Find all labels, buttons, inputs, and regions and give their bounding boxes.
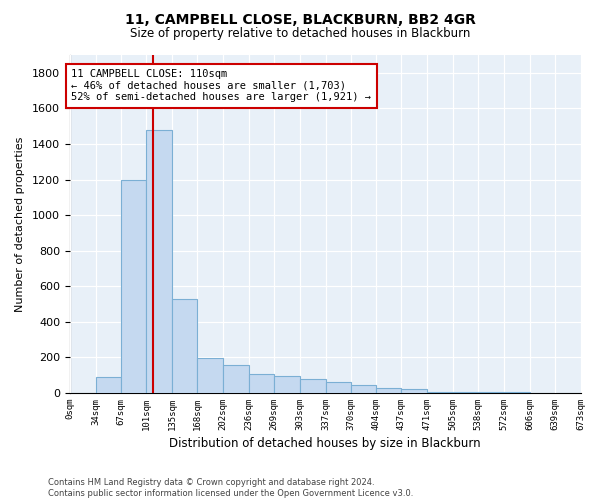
Bar	[146, 130, 172, 393]
Bar	[478, 392, 504, 393]
Text: Contains HM Land Registry data © Crown copyright and database right 2024.
Contai: Contains HM Land Registry data © Crown c…	[48, 478, 413, 498]
Bar	[197, 358, 223, 393]
Text: 11, CAMPBELL CLOSE, BLACKBURN, BB2 4GR: 11, CAMPBELL CLOSE, BLACKBURN, BB2 4GR	[125, 12, 475, 26]
Bar	[223, 366, 249, 393]
Bar	[453, 392, 478, 393]
Bar	[121, 180, 146, 393]
Bar	[274, 376, 300, 393]
Bar	[95, 377, 121, 393]
Bar	[350, 385, 376, 393]
X-axis label: Distribution of detached houses by size in Blackburn: Distribution of detached houses by size …	[169, 437, 481, 450]
Y-axis label: Number of detached properties: Number of detached properties	[15, 136, 25, 312]
Bar	[300, 378, 326, 393]
Bar	[326, 382, 350, 393]
Bar	[427, 392, 453, 393]
Text: Size of property relative to detached houses in Blackburn: Size of property relative to detached ho…	[130, 28, 470, 40]
Bar	[376, 388, 401, 393]
Bar	[401, 390, 427, 393]
Bar	[172, 298, 197, 393]
Bar	[504, 392, 530, 393]
Bar	[249, 374, 274, 393]
Text: 11 CAMPBELL CLOSE: 110sqm
← 46% of detached houses are smaller (1,703)
52% of se: 11 CAMPBELL CLOSE: 110sqm ← 46% of detac…	[71, 69, 371, 102]
